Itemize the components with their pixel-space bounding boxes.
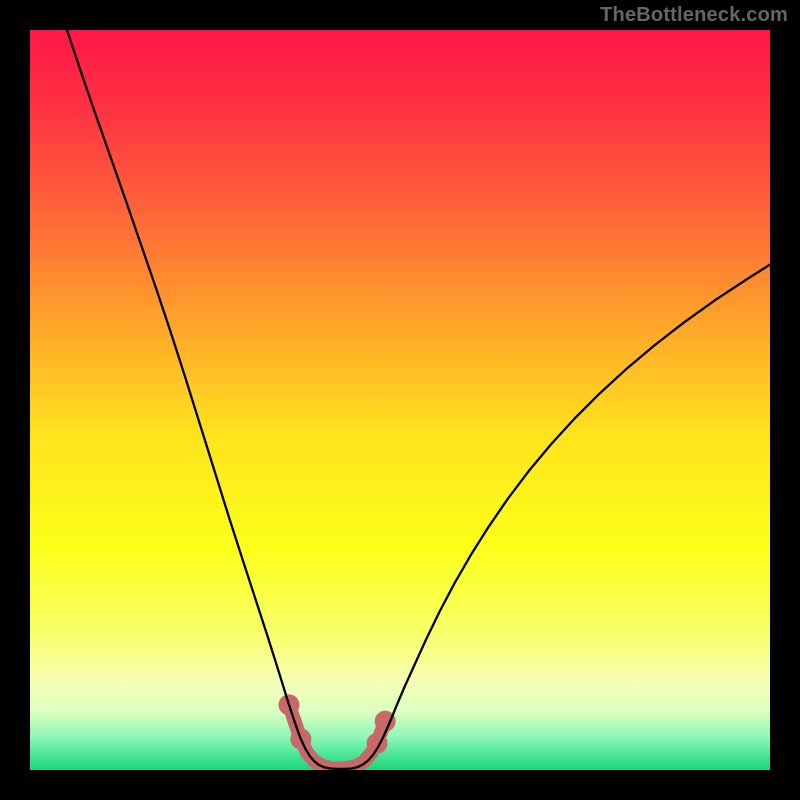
bottleneck-chart — [0, 0, 800, 800]
chart-stage: TheBottleneck.com — [0, 0, 800, 800]
gradient-background — [30, 30, 770, 770]
watermark-text: TheBottleneck.com — [600, 4, 788, 27]
